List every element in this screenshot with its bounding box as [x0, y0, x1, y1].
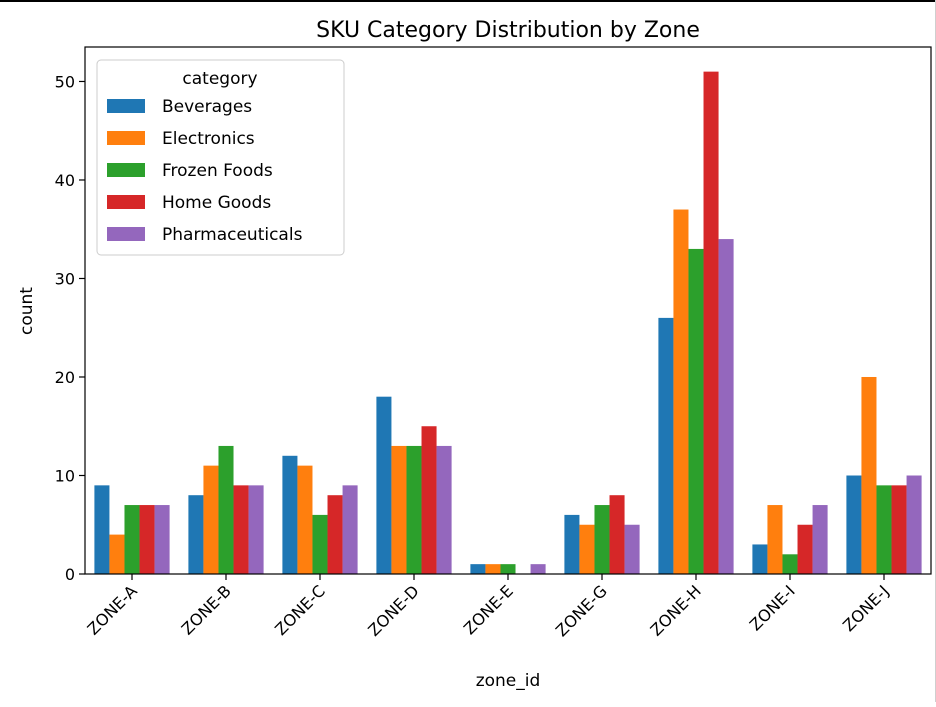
bar-zone-h-electronics [673, 209, 689, 574]
bar-zone-i-home-goods [797, 524, 813, 574]
legend-label: Beverages [162, 97, 252, 117]
bar-zone-d-home-goods [421, 426, 437, 574]
bar-zone-g-home-goods [609, 495, 625, 574]
legend-swatch [107, 163, 145, 177]
bar-zone-c-pharmaceuticals [342, 485, 358, 574]
bar-zone-a-electronics [109, 534, 125, 574]
bar-zone-d-pharmaceuticals [436, 445, 452, 574]
bar-zone-b-frozen-foods [218, 445, 234, 574]
x-tick-label: ZONE-E [460, 581, 517, 638]
chart-title: SKU Category Distribution by Zone [316, 18, 700, 43]
bar-zone-d-electronics [391, 445, 407, 574]
bar-zone-c-electronics [297, 465, 313, 574]
bar-zone-j-pharmaceuticals [906, 475, 922, 574]
y-tick-label: 40 [55, 171, 75, 190]
x-tick-label: ZONE-H [647, 581, 705, 639]
legend-title: category [182, 69, 257, 89]
bar-zone-i-frozen-foods [782, 554, 798, 574]
bar-zone-h-beverages [658, 317, 674, 574]
bar-zone-h-pharmaceuticals [718, 239, 734, 574]
bar-zone-e-pharmaceuticals [530, 564, 546, 574]
legend: category Beverages Electronics Frozen Food… [96, 59, 345, 256]
y-tick-label: 20 [55, 368, 75, 387]
y-tick-label: 10 [55, 466, 75, 485]
legend-swatch [107, 227, 145, 241]
bar-zone-e-electronics [485, 564, 501, 574]
bar-zone-i-electronics [767, 505, 783, 574]
legend-items: Beverages Electronics Frozen Foods Home Goo… [107, 97, 303, 245]
x-tick-label: ZONE-I [746, 581, 799, 634]
x-tick-label: ZONE-A [84, 581, 141, 638]
bar-zone-b-home-goods [233, 485, 249, 574]
bar-zone-b-beverages [188, 495, 204, 574]
bar-zone-i-beverages [752, 544, 768, 574]
bar-zone-e-frozen-foods [500, 564, 516, 574]
bar-zone-j-home-goods [891, 485, 907, 574]
plot-frame [84, 46, 932, 575]
x-tick-label: ZONE-C [271, 581, 329, 639]
legend-swatch [107, 99, 145, 113]
x-axis-label: zone_id [476, 671, 541, 691]
bar-zone-c-frozen-foods [312, 514, 328, 574]
legend-label: Electronics [162, 129, 255, 149]
bar-zone-c-beverages [282, 455, 298, 574]
bars-group [94, 71, 922, 574]
y-axis-label: count [17, 287, 37, 335]
bar-zone-d-beverages [376, 396, 392, 574]
legend-swatch [107, 131, 145, 145]
y-tick-label: 50 [55, 72, 75, 91]
bar-zone-a-home-goods [139, 505, 155, 574]
bar-zone-j-frozen-foods [876, 485, 892, 574]
x-tick-label: ZONE-D [364, 581, 423, 640]
legend-label: Pharmaceuticals [162, 225, 303, 245]
legend-label: Frozen Foods [162, 161, 273, 181]
bar-zone-i-pharmaceuticals [812, 505, 828, 574]
y-tick-label: 30 [55, 269, 75, 288]
top-border [0, 0, 936, 2]
y-tick-label: 0 [65, 565, 75, 584]
bar-zone-g-pharmaceuticals [624, 524, 640, 574]
bar-zone-g-electronics [579, 524, 595, 574]
bar-zone-d-frozen-foods [406, 445, 422, 574]
bar-zone-g-beverages [564, 514, 580, 574]
bar-zone-b-electronics [203, 465, 219, 574]
x-tick-label: ZONE-G [552, 581, 611, 640]
x-axis: ZONE-A ZONE-B ZONE-C ZONE-D ZONE-E ZONE-G ZONE… [84, 574, 893, 640]
bar-zone-j-electronics [861, 376, 877, 574]
bar-zone-h-frozen-foods [688, 248, 704, 574]
x-tick-label: ZONE-B [178, 581, 235, 638]
x-tick-label: ZONE-J [839, 581, 893, 635]
bar-zone-h-home-goods [703, 71, 719, 574]
bar-zone-e-beverages [470, 564, 486, 574]
bar-zone-g-frozen-foods [594, 505, 610, 574]
bar-zone-a-frozen-foods [124, 505, 140, 574]
legend-label: Home Goods [162, 193, 271, 213]
legend-box [96, 59, 345, 256]
legend-swatch [107, 195, 145, 209]
bar-zone-b-pharmaceuticals [248, 485, 264, 574]
bar-zone-c-home-goods [327, 495, 343, 574]
bar-zone-j-beverages [846, 475, 862, 574]
y-axis: 0 10 20 30 40 50 [55, 72, 85, 584]
bar-zone-a-pharmaceuticals [154, 505, 170, 574]
bar-zone-a-beverages [94, 485, 110, 574]
